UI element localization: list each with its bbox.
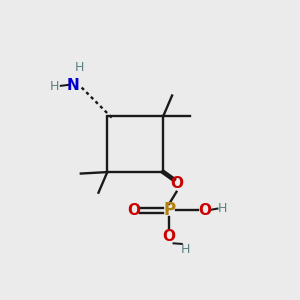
Text: H: H <box>50 80 59 93</box>
Text: H: H <box>181 243 190 256</box>
Text: H: H <box>218 202 227 215</box>
Text: O: O <box>170 176 183 191</box>
Text: P: P <box>163 201 175 219</box>
Text: O: O <box>127 203 140 218</box>
Text: H: H <box>75 61 84 74</box>
Text: O: O <box>198 203 211 218</box>
Text: O: O <box>163 230 176 244</box>
Text: N: N <box>67 78 80 93</box>
